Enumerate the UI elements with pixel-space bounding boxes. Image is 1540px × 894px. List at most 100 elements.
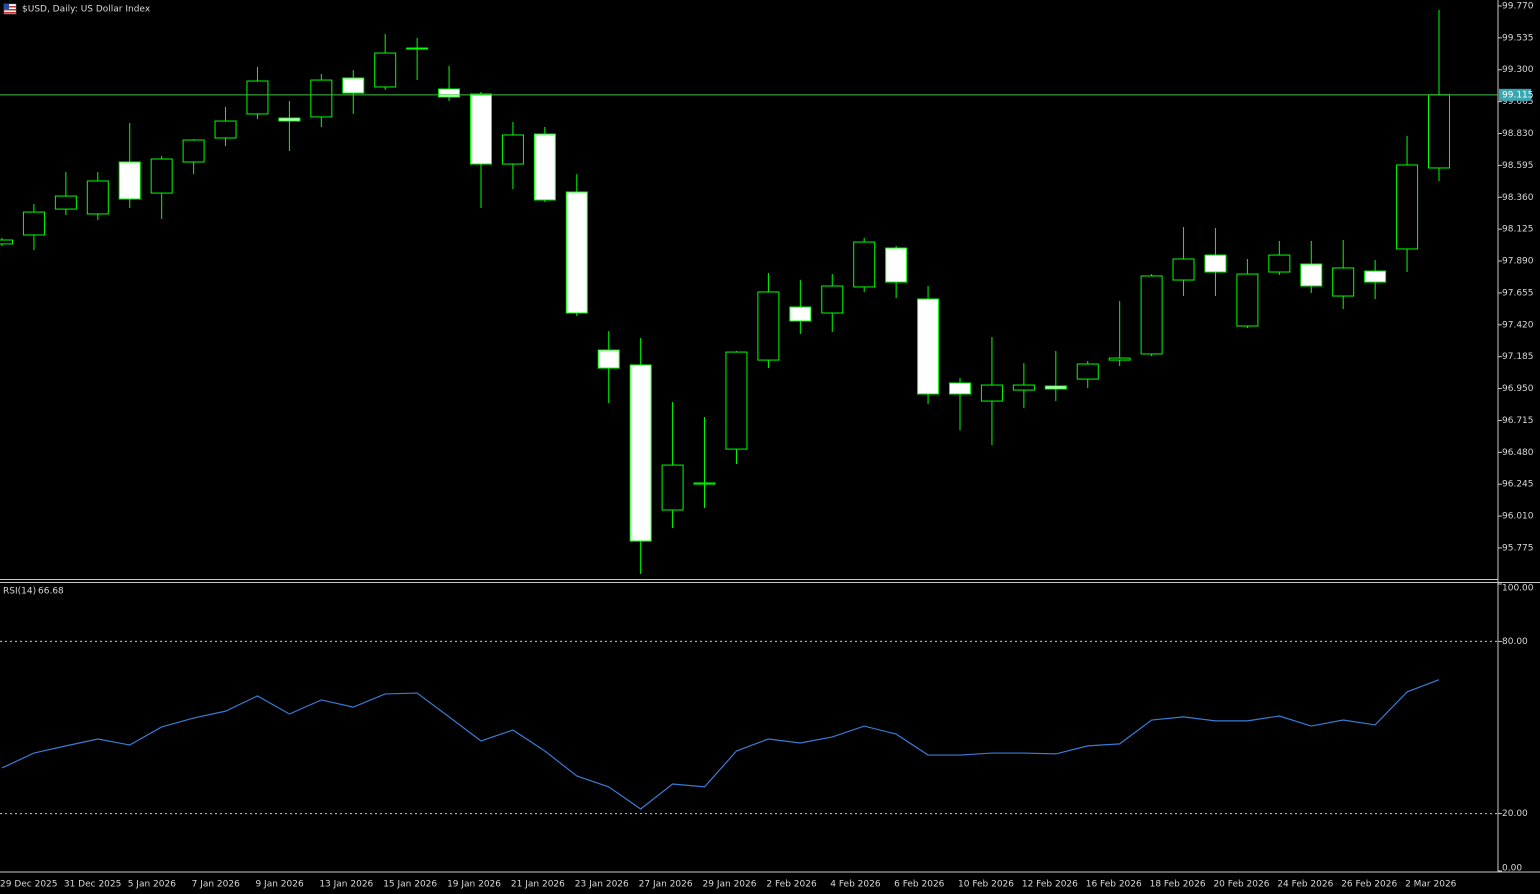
y-tick-label: 80.00 <box>1502 637 1528 647</box>
x-tick-label: 24 Feb 2026 <box>1277 880 1333 890</box>
candle-body <box>597 349 620 369</box>
x-tick-label: 21 Jan 2026 <box>511 880 565 890</box>
y-tick-label: 95.775 <box>1502 543 1534 553</box>
candle-body <box>693 482 716 485</box>
x-tick-label: 27 Jan 2026 <box>639 880 693 890</box>
y-tick-label: 96.245 <box>1502 480 1534 490</box>
chart-title: $USD, Daily: US Dollar Index <box>22 5 151 15</box>
candle-body <box>1268 254 1291 273</box>
candle-body <box>789 306 812 322</box>
x-tick-label: 19 Jan 2026 <box>447 880 501 890</box>
y-tick-label: 96.480 <box>1502 448 1534 458</box>
y-tick-label: 99.300 <box>1502 65 1534 75</box>
y-tick-label: 97.420 <box>1502 320 1534 330</box>
candle-body <box>1076 363 1099 380</box>
candle-body <box>406 47 429 50</box>
candle-body <box>86 180 109 215</box>
x-tick-label: 23 Jan 2026 <box>575 880 629 890</box>
candle-body <box>278 117 301 122</box>
candle-body <box>1108 357 1131 361</box>
candle-body <box>22 211 45 236</box>
candle-body <box>214 120 237 139</box>
candle-body <box>374 52 397 88</box>
x-tick-label: 2 Mar 2026 <box>1405 880 1457 890</box>
panel-separator <box>0 582 1540 583</box>
x-tick-label: 10 Feb 2026 <box>958 880 1014 890</box>
x-tick-label: 18 Feb 2026 <box>1150 880 1206 890</box>
indicator-name: RSI(14) <box>3 587 36 597</box>
candle-body <box>118 161 141 200</box>
x-tick-label: 9 Jan 2026 <box>255 880 303 890</box>
y-tick-label: 96.010 <box>1502 512 1534 522</box>
candle-body <box>1332 267 1355 297</box>
rsi-line <box>1 679 1440 810</box>
candle-body <box>1172 258 1195 281</box>
x-tick-label: 16 Feb 2026 <box>1086 880 1142 890</box>
candle-body <box>246 80 269 115</box>
x-tick-label: 5 Jan 2026 <box>128 880 176 890</box>
candle-body <box>54 195 77 210</box>
y-tick-label: 98.595 <box>1502 161 1534 171</box>
candle-body <box>1364 270 1387 283</box>
candle-body <box>949 382 971 395</box>
x-tick-label: 6 Feb 2026 <box>894 880 945 890</box>
x-tick-label: 29 Dec 2025 <box>0 880 58 890</box>
y-tick-label: 100.00 <box>1502 584 1534 594</box>
x-tick-label: 12 Feb 2026 <box>1022 880 1078 890</box>
candle-body <box>565 191 588 314</box>
x-tick-label: 2 Feb 2026 <box>766 880 817 890</box>
candle-body <box>342 77 365 94</box>
y-tick-label: 97.655 <box>1502 288 1534 298</box>
candle-body <box>182 139 205 163</box>
flag-icon <box>3 3 17 15</box>
x-tick-label: 20 Feb 2026 <box>1213 880 1269 890</box>
rsi-value: 66.68 <box>38 587 64 597</box>
y-tick-label: 98.360 <box>1502 193 1534 203</box>
last-price-label: 99.115 <box>1502 90 1534 100</box>
candle-body <box>1012 384 1035 391</box>
candle-body <box>917 298 940 395</box>
y-tick-label: 98.830 <box>1502 129 1534 139</box>
x-tick-label: 31 Dec 2025 <box>64 880 122 890</box>
last-price-box <box>1499 88 1531 101</box>
x-tick-label: 4 Feb 2026 <box>830 880 881 890</box>
candle-body <box>1396 164 1419 250</box>
candle-body <box>1300 263 1323 287</box>
y-tick-label: 20.00 <box>1502 809 1528 819</box>
x-tick-label: 13 Jan 2026 <box>319 880 373 890</box>
candle-body <box>629 364 652 542</box>
candle-body <box>821 285 844 314</box>
candle-body <box>1204 254 1227 273</box>
x-tick-label: 7 Jan 2026 <box>192 880 240 890</box>
y-tick-label: 97.185 <box>1502 352 1534 362</box>
candle-body <box>1236 273 1259 327</box>
candle-body <box>661 464 684 511</box>
candle-body <box>438 88 461 98</box>
candle-body <box>980 384 1003 402</box>
panel-separator <box>0 579 1498 580</box>
candle-body <box>150 158 173 194</box>
candle-body <box>853 241 876 288</box>
x-tick-label: 26 Feb 2026 <box>1341 880 1397 890</box>
y-tick-label: 0.00 <box>1502 864 1522 874</box>
candle-body <box>1140 275 1163 355</box>
candle-body <box>470 93 492 165</box>
candle-body <box>885 247 908 283</box>
x-tick-label: 15 Jan 2026 <box>383 880 437 890</box>
y-tick-label: 98.125 <box>1502 225 1534 235</box>
candle-body <box>1428 94 1450 169</box>
candle-body <box>501 134 524 165</box>
y-tick-label: 99.065 <box>1502 97 1534 107</box>
y-tick-label: 99.535 <box>1502 33 1534 43</box>
candle-body <box>0 239 13 245</box>
candle-body <box>725 351 748 450</box>
x-tick-label: 29 Jan 2026 <box>703 880 757 890</box>
y-tick-label: 99.770 <box>1502 1 1534 11</box>
candle-body <box>1044 385 1067 390</box>
candle-body <box>310 79 333 118</box>
y-tick-label: 97.890 <box>1502 257 1534 267</box>
candle-body <box>757 291 780 361</box>
y-tick-label: 96.715 <box>1502 416 1534 426</box>
